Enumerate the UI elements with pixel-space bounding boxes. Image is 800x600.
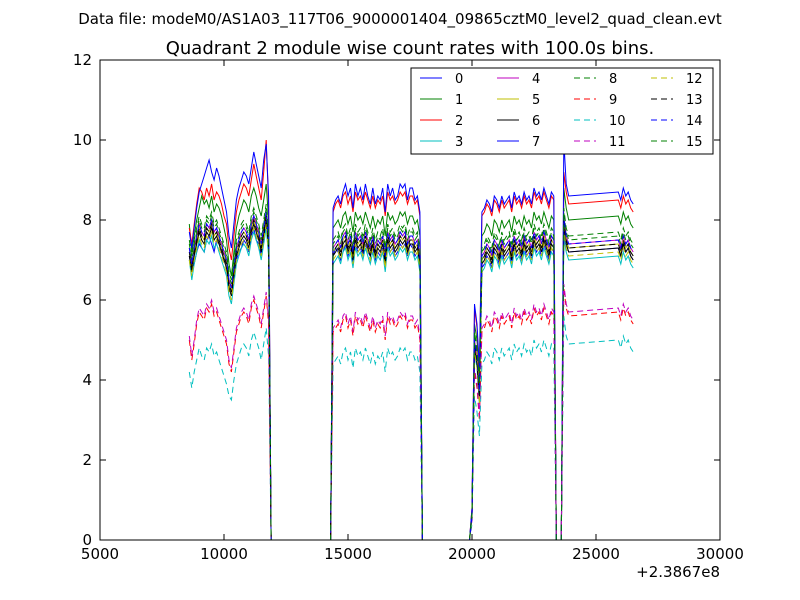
y-tick-label: 4: [82, 371, 92, 389]
legend-frame: [410, 67, 714, 155]
series-line-8: [188, 207, 634, 540]
x-tick-label: 25000: [572, 545, 620, 563]
y-tick-label: 10: [73, 131, 92, 149]
x-tick-label: 15000: [324, 545, 372, 563]
chart-title: Quadrant 2 module wise count rates with …: [166, 38, 655, 59]
series-line-14: [188, 211, 634, 540]
series-line-3: [188, 227, 634, 540]
y-tick-label: 12: [73, 51, 92, 69]
x-offset-label: +2.3867e8: [636, 563, 720, 581]
series-line-12: [188, 223, 634, 540]
legend-label-6: 6: [532, 114, 540, 129]
legend-label-13: 13: [686, 93, 703, 108]
series-line-10: [188, 315, 634, 540]
legend-label-0: 0: [455, 72, 463, 87]
legend-label-11: 11: [609, 135, 626, 150]
chart-suptitle: Data file: modeM0/AS1A03_117T06_90000014…: [78, 10, 722, 29]
legend-label-9: 9: [609, 93, 617, 108]
series-line-4: [188, 211, 634, 540]
y-tick-label: 6: [82, 291, 92, 309]
legend-label-10: 10: [609, 114, 626, 129]
series-line-2: [188, 139, 634, 540]
legend-label-15: 15: [686, 135, 703, 150]
legend-label-5: 5: [532, 93, 540, 108]
x-tick-label: 5000: [81, 545, 119, 563]
series-line-0: [188, 227, 634, 540]
legend-label-7: 7: [532, 135, 540, 150]
series-line-11: [188, 283, 634, 540]
series-layer: [188, 139, 634, 540]
series-line-7: [188, 139, 634, 540]
series-line-1: [188, 183, 634, 540]
legend-label-12: 12: [686, 72, 703, 87]
x-tick-label: 10000: [200, 545, 248, 563]
y-tick-label: 0: [82, 531, 92, 549]
legend-label-1: 1: [455, 93, 463, 108]
legend-label-3: 3: [455, 135, 463, 150]
series-line-15: [188, 203, 634, 540]
legend-label-14: 14: [686, 114, 703, 129]
x-tick-label: 30000: [696, 545, 744, 563]
y-tick-label: 8: [82, 211, 92, 229]
series-line-6: [188, 219, 634, 540]
series-line-5: [188, 215, 634, 540]
y-tick-label: 2: [82, 451, 92, 469]
legend-label-4: 4: [532, 72, 540, 87]
legend-label-2: 2: [455, 114, 463, 129]
x-tick-label: 20000: [448, 545, 496, 563]
legend-label-8: 8: [609, 72, 617, 87]
series-line-13: [188, 215, 634, 540]
series-line-9: [188, 287, 634, 540]
